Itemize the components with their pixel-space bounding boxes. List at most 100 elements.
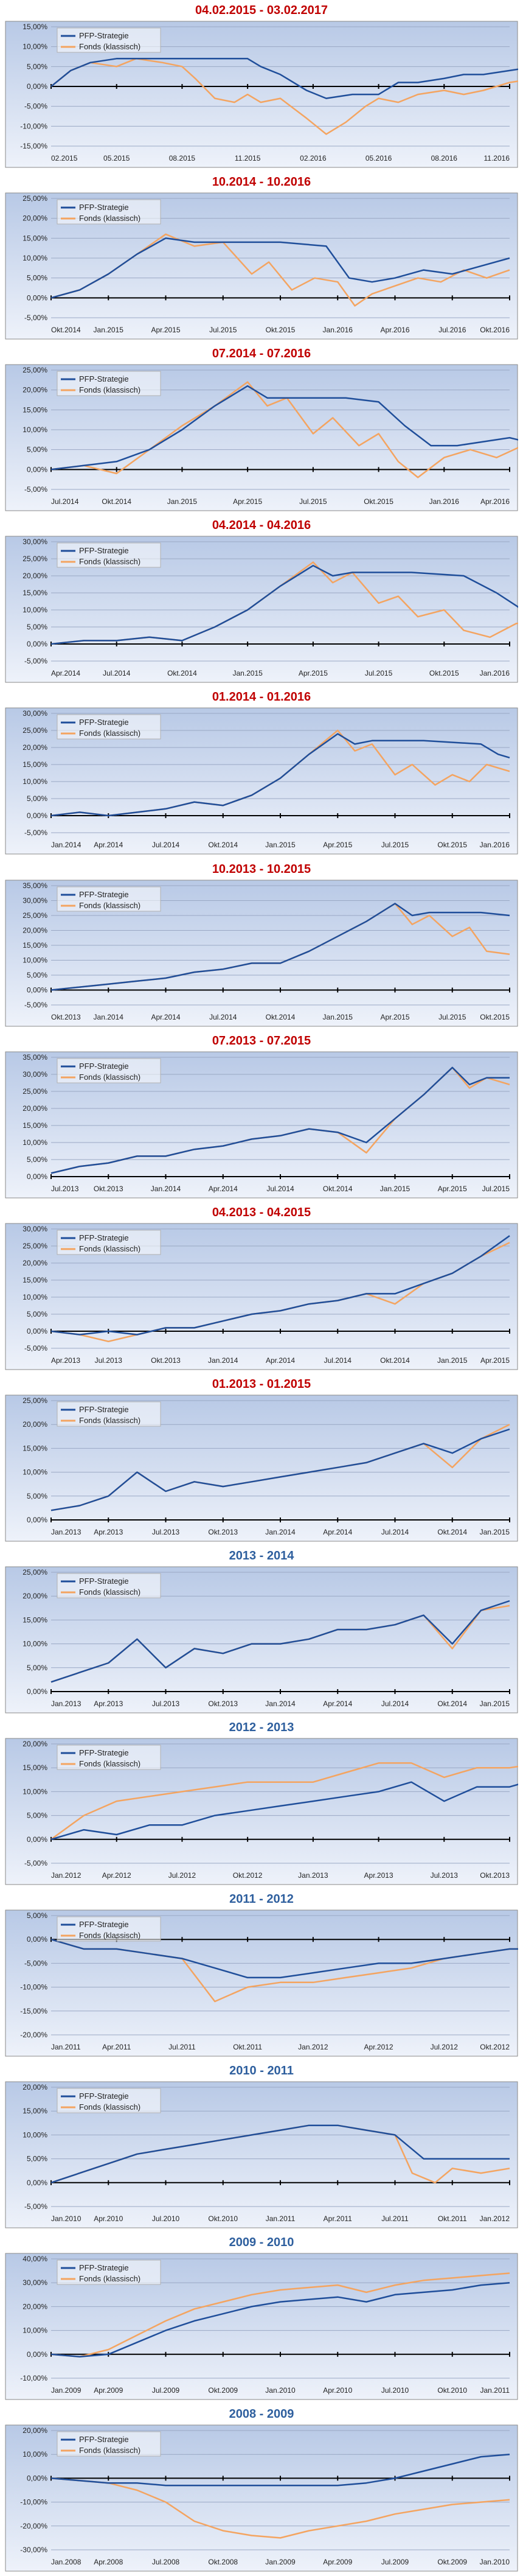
legend bbox=[57, 1916, 161, 1942]
x-tick-label: Jan.2009 bbox=[265, 2558, 296, 2566]
y-tick-label: 20,00% bbox=[23, 1104, 47, 1113]
x-tick-label: Okt.2011 bbox=[233, 2043, 262, 2051]
y-tick-label: 20,00% bbox=[23, 926, 47, 935]
x-tick-label: Jan.2014 bbox=[265, 1528, 296, 1536]
y-tick-label: 5,00% bbox=[27, 274, 47, 282]
y-tick-label: 20,00% bbox=[23, 2426, 47, 2435]
x-tick-label: Okt.2016 bbox=[480, 326, 510, 334]
y-tick-label: 5,00% bbox=[27, 623, 47, 631]
x-tick-label: Jan.2016 bbox=[429, 497, 460, 506]
x-tick-label: Apr.2015 bbox=[299, 669, 328, 677]
legend bbox=[57, 371, 161, 396]
chart-panel: 10.2014 - 10.2016 25,00% 20,00% 15,00% 10,00… bbox=[0, 172, 523, 343]
y-tick-label: 10,00% bbox=[23, 1468, 47, 1477]
y-tick-label: 0,00% bbox=[27, 1935, 47, 1944]
x-tick-label: Jul.2012 bbox=[168, 1871, 196, 1880]
y-tick-label: 0,00% bbox=[27, 2350, 47, 2359]
y-tick-label: 20,00% bbox=[23, 2083, 47, 2091]
y-tick-label: -5,00% bbox=[24, 828, 47, 837]
x-tick-label: Apr.2012 bbox=[102, 1871, 131, 1880]
x-tick-label: Jul.2016 bbox=[438, 326, 466, 334]
chart-svg: 30,00% 25,00% 20,00% 15,00% 10,00% 5,00% 0,00%… bbox=[5, 536, 518, 683]
y-tick-label: 20,00% bbox=[23, 1420, 47, 1429]
chart-svg: 25,00% 20,00% 15,00% 10,00% 5,00% 0,00% Jan.20… bbox=[5, 1395, 518, 1542]
x-tick-label: Okt.2014 bbox=[208, 841, 238, 849]
chart-svg: 20,00% 10,00% 0,00% -10,00% -20,00% -30,00% Ja… bbox=[5, 2424, 518, 2572]
y-tick-label: 10,00% bbox=[23, 606, 47, 614]
series-line-pfp-strategie bbox=[50, 2453, 510, 2487]
y-tick-label: 0,00% bbox=[27, 1687, 47, 1696]
y-tick-label: 10,00% bbox=[23, 777, 47, 786]
y-tick-label: 15,00% bbox=[23, 405, 47, 414]
y-tick-label: 15,00% bbox=[23, 589, 47, 597]
x-tick-label: Okt.2009 bbox=[437, 2558, 467, 2566]
y-tick-label: 20,00% bbox=[23, 2302, 47, 2311]
legend-label: Fonds (klassisch) bbox=[79, 1759, 140, 1768]
y-tick-label: -5,00% bbox=[24, 1959, 47, 1967]
y-tick-label: 15,00% bbox=[23, 1763, 47, 1772]
x-tick-label: Jul.2011 bbox=[381, 2214, 409, 2223]
y-tick-label: 25,00% bbox=[23, 1242, 47, 1250]
legend-label: Fonds (klassisch) bbox=[79, 2274, 140, 2283]
x-tick-label: Apr.2014 bbox=[94, 841, 123, 849]
y-tick-label: 0,00% bbox=[27, 1327, 47, 1335]
x-tick-label: Okt.2014 bbox=[51, 326, 81, 334]
x-tick-label: Jan.2014 bbox=[208, 1356, 238, 1365]
x-tick-label: Jan.2008 bbox=[51, 2558, 81, 2566]
y-tick-label: 0,00% bbox=[27, 2474, 47, 2482]
x-tick-label: Apr.2011 bbox=[324, 2214, 352, 2223]
x-tick-label: Jan.2015 bbox=[480, 1699, 510, 1708]
y-tick-label: 10,00% bbox=[23, 2326, 47, 2335]
series-line-fonds-klassisch bbox=[50, 1762, 518, 1840]
legend-label: Fonds (klassisch) bbox=[79, 1073, 140, 1082]
x-tick-label: Jul.2010 bbox=[381, 2386, 409, 2395]
y-tick-label: 25,00% bbox=[23, 1087, 47, 1096]
x-tick-label: Jul.2014 bbox=[51, 497, 79, 506]
x-tick-label: Okt.2010 bbox=[208, 2214, 238, 2223]
legend-label: Fonds (klassisch) bbox=[79, 2446, 140, 2455]
legend bbox=[57, 542, 161, 568]
x-tick-label: Jul.2015 bbox=[299, 497, 327, 506]
x-tick-label: Jul.2013 bbox=[431, 1871, 459, 1880]
legend-label: PFP-Strategie bbox=[79, 1233, 129, 1242]
x-tick-label: Jan.2010 bbox=[265, 2386, 296, 2395]
y-tick-label: 20,00% bbox=[23, 1592, 47, 1600]
y-tick-label: 0,00% bbox=[27, 811, 47, 820]
y-tick-label: 10,00% bbox=[23, 43, 47, 51]
chart-title: 2012 - 2013 bbox=[229, 1721, 294, 1734]
chart-svg: 35,00% 30,00% 25,00% 20,00% 15,00% 10,00% 5,00… bbox=[5, 1051, 518, 1199]
x-tick-label: Apr.2015 bbox=[233, 497, 262, 506]
y-tick-label: -20,00% bbox=[20, 2031, 47, 2039]
x-tick-label: Okt.2013 bbox=[94, 1185, 123, 1193]
x-tick-label: Jan.2012 bbox=[480, 2214, 510, 2223]
y-tick-label: 10,00% bbox=[23, 254, 47, 262]
legend bbox=[57, 714, 161, 740]
legend bbox=[57, 2088, 161, 2113]
x-tick-label: Okt.2013 bbox=[51, 1013, 81, 1021]
legend-label: PFP-Strategie bbox=[79, 1405, 129, 1414]
y-tick-label: -15,00% bbox=[20, 2007, 47, 2015]
y-tick-label: 5,00% bbox=[27, 1310, 47, 1318]
chart-svg: 5,00% 0,00% -5,00% -10,00% -15,00% -20,00% Jan… bbox=[5, 1909, 518, 2057]
chart-title: 10.2013 - 10.2015 bbox=[212, 863, 311, 876]
chart-title: 01.2013 - 01.2015 bbox=[212, 1377, 311, 1391]
x-tick-label: Okt.2009 bbox=[208, 2386, 238, 2395]
y-tick-label: 5,00% bbox=[27, 794, 47, 803]
x-tick-label: Jan.2011 bbox=[480, 2386, 510, 2395]
legend bbox=[57, 1573, 161, 1598]
chart-panel: 2008 - 2009 20,00% 10,00% 0,00% -10,00% -20,0… bbox=[0, 2404, 523, 2575]
y-tick-label: 5,00% bbox=[27, 1911, 47, 1920]
x-tick-label: Apr.2013 bbox=[94, 1528, 123, 1536]
x-tick-label: Jul.2015 bbox=[482, 1185, 510, 1193]
x-tick-label: Jul.2008 bbox=[152, 2558, 180, 2566]
chart-panel: 07.2013 - 07.2015 35,00% 30,00% 25,00% 20,00… bbox=[0, 1031, 523, 1202]
x-tick-label: Apr.2013 bbox=[51, 1356, 80, 1365]
y-tick-label: 15,00% bbox=[23, 23, 47, 31]
y-tick-label: 10,00% bbox=[23, 956, 47, 965]
chart-title: 04.02.2015 - 03.02.2017 bbox=[195, 4, 328, 17]
x-tick-label: Jan.2014 bbox=[94, 1013, 124, 1021]
y-tick-label: 35,00% bbox=[23, 881, 47, 890]
y-tick-label: 5,00% bbox=[27, 1155, 47, 1164]
x-tick-label: 08.2016 bbox=[431, 154, 458, 163]
